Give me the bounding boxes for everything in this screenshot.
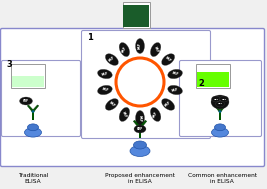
Text: HRP: HRP <box>217 100 223 104</box>
Text: HRP: HRP <box>121 46 128 53</box>
FancyBboxPatch shape <box>2 60 80 136</box>
Ellipse shape <box>135 39 144 53</box>
Ellipse shape <box>215 101 225 107</box>
Text: HRP: HRP <box>101 71 109 77</box>
Ellipse shape <box>19 97 33 105</box>
Ellipse shape <box>32 110 34 113</box>
Ellipse shape <box>97 85 112 95</box>
Ellipse shape <box>134 141 147 149</box>
Text: HRP: HRP <box>121 111 128 118</box>
Polygon shape <box>32 105 39 112</box>
Text: HRP: HRP <box>164 101 172 108</box>
FancyBboxPatch shape <box>81 30 210 139</box>
Text: HRP: HRP <box>138 43 142 49</box>
Text: HRP: HRP <box>108 101 116 108</box>
Ellipse shape <box>134 125 146 133</box>
Bar <box>219 112 221 120</box>
Text: 2: 2 <box>198 79 204 88</box>
Circle shape <box>116 58 164 106</box>
Text: HRP: HRP <box>164 56 172 63</box>
Ellipse shape <box>168 85 182 95</box>
Ellipse shape <box>162 99 175 110</box>
Polygon shape <box>214 105 221 112</box>
Bar <box>123 2 150 28</box>
Ellipse shape <box>105 54 118 65</box>
Bar <box>196 64 230 88</box>
Polygon shape <box>219 105 226 112</box>
Ellipse shape <box>105 99 118 110</box>
Ellipse shape <box>119 107 129 122</box>
Ellipse shape <box>168 69 182 79</box>
Text: HRP: HRP <box>171 71 179 77</box>
Text: HRP: HRP <box>137 127 143 131</box>
Ellipse shape <box>119 43 129 57</box>
Ellipse shape <box>28 124 38 131</box>
Text: 1: 1 <box>87 33 93 42</box>
Bar <box>12 76 44 87</box>
Bar <box>123 5 149 27</box>
Text: HRP: HRP <box>23 99 29 103</box>
Ellipse shape <box>214 124 226 131</box>
Ellipse shape <box>211 128 229 137</box>
Text: HRP: HRP <box>108 56 116 63</box>
Polygon shape <box>133 120 141 129</box>
Ellipse shape <box>211 95 229 109</box>
Text: HRP: HRP <box>222 98 226 99</box>
Ellipse shape <box>25 128 41 137</box>
Bar <box>32 112 34 120</box>
Text: 3: 3 <box>6 60 12 69</box>
Ellipse shape <box>162 54 175 65</box>
Text: HRP: HRP <box>152 46 159 53</box>
Ellipse shape <box>135 111 144 125</box>
Ellipse shape <box>138 126 142 129</box>
FancyBboxPatch shape <box>179 60 261 136</box>
Text: Traditional
ELISA: Traditional ELISA <box>18 173 48 184</box>
Ellipse shape <box>150 107 161 122</box>
Text: Proposed enhancement
in ELISA: Proposed enhancement in ELISA <box>105 173 175 184</box>
Ellipse shape <box>211 96 221 102</box>
Text: HRP: HRP <box>214 98 218 99</box>
Ellipse shape <box>219 96 229 102</box>
Ellipse shape <box>97 69 112 79</box>
Ellipse shape <box>218 110 222 113</box>
Text: HRP: HRP <box>138 115 142 121</box>
Text: HRP: HRP <box>152 111 159 118</box>
Polygon shape <box>27 105 34 112</box>
Text: HRP: HRP <box>171 87 179 93</box>
Bar <box>197 72 229 87</box>
Polygon shape <box>139 120 147 129</box>
Bar <box>139 128 141 138</box>
Ellipse shape <box>130 146 150 156</box>
Text: HRP: HRP <box>218 104 222 105</box>
Text: HRP: HRP <box>101 87 109 93</box>
Text: Common enhancement
in ELISA: Common enhancement in ELISA <box>187 173 257 184</box>
Ellipse shape <box>150 43 161 57</box>
FancyBboxPatch shape <box>1 29 265 167</box>
Bar <box>11 64 45 88</box>
